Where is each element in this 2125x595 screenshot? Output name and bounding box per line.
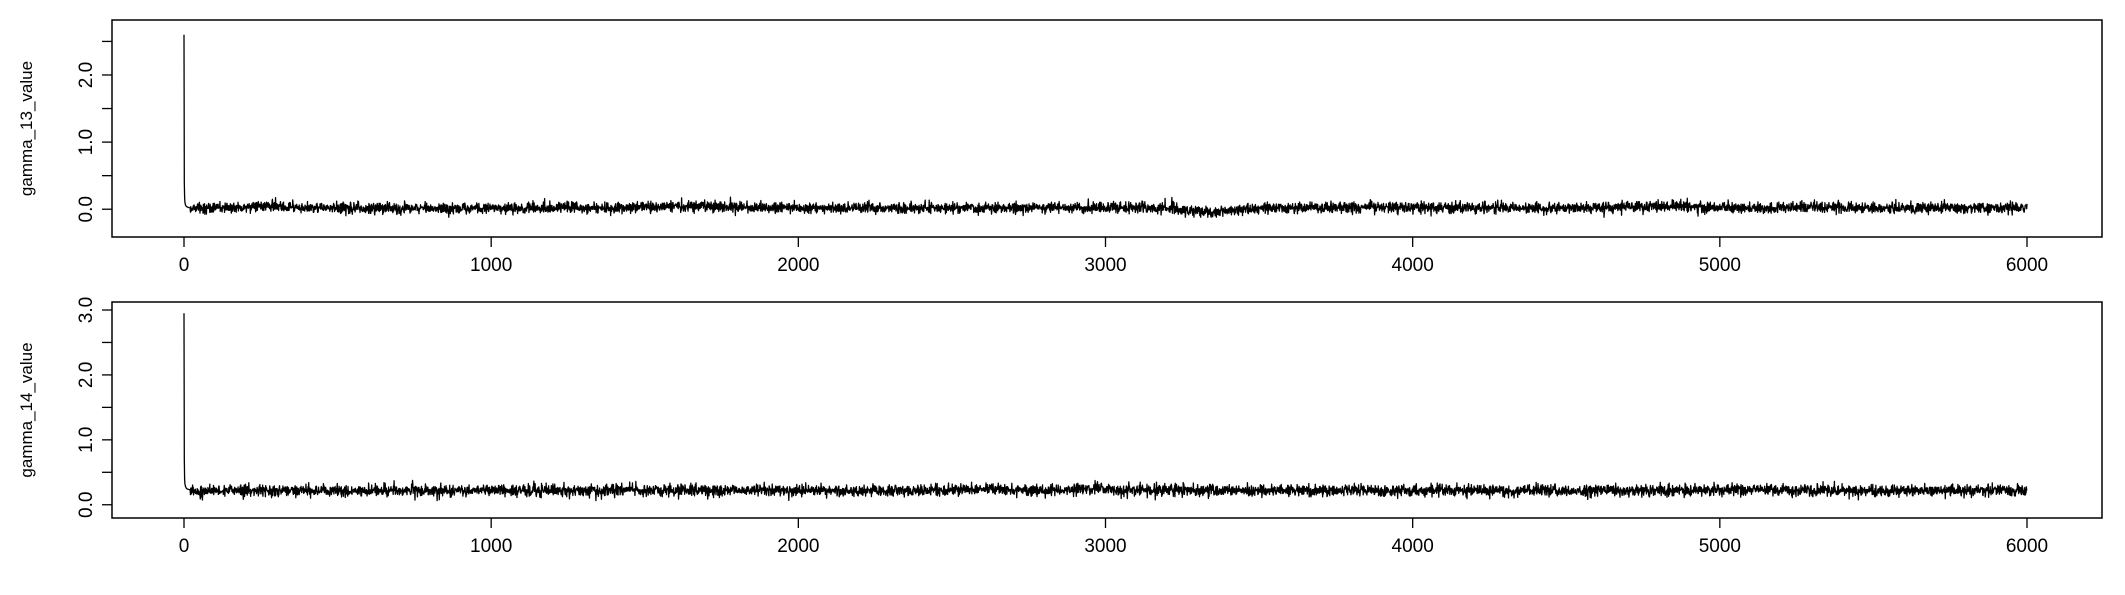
trace-line	[183, 313, 2028, 502]
y-axis-title: gamma_14_value	[17, 342, 36, 477]
plot-frame	[111, 19, 2103, 238]
x-tick-label: 3000	[1084, 536, 1126, 557]
trace-line	[183, 34, 2028, 218]
y-tick-label: 0.0	[76, 492, 97, 518]
y-tick-label: 2.0	[76, 362, 97, 388]
x-tick-label: 4000	[1392, 536, 1434, 557]
y-tick-label: 2.0	[76, 62, 97, 88]
x-tick-label: 1000	[470, 255, 512, 276]
trace-panel-gamma-14: 0 1000 2000 3000 4000 5000 6000 0.0 1.0 2.0 3.0 gam…	[17, 297, 2103, 557]
x-tick-label: 4000	[1392, 255, 1434, 276]
x-tick-label: 3000	[1084, 255, 1126, 276]
x-tick-label: 0	[179, 255, 190, 276]
x-tick-label: 5000	[1699, 536, 1741, 557]
y-axis-title: gamma_13_value	[17, 61, 36, 196]
trace-panel-gamma-13: 0 1000 2000 3000 4000 5000 6000 0.0 1.0 2.0 gamma_…	[17, 19, 2103, 276]
x-tick-label: 5000	[1699, 255, 1741, 276]
x-tick-label: 6000	[2006, 536, 2048, 557]
y-tick-label: 0.0	[76, 196, 97, 222]
x-tick-label: 2000	[777, 255, 819, 276]
x-tick-label: 0	[179, 536, 190, 557]
y-tick-label: 1.0	[76, 427, 97, 453]
plot-frame	[111, 301, 2103, 519]
y-tick-label: 3.0	[76, 297, 97, 323]
x-tick-label: 6000	[2006, 255, 2048, 276]
x-tick-label: 2000	[777, 536, 819, 557]
x-tick-label: 1000	[470, 536, 512, 557]
y-tick-label: 1.0	[76, 129, 97, 155]
